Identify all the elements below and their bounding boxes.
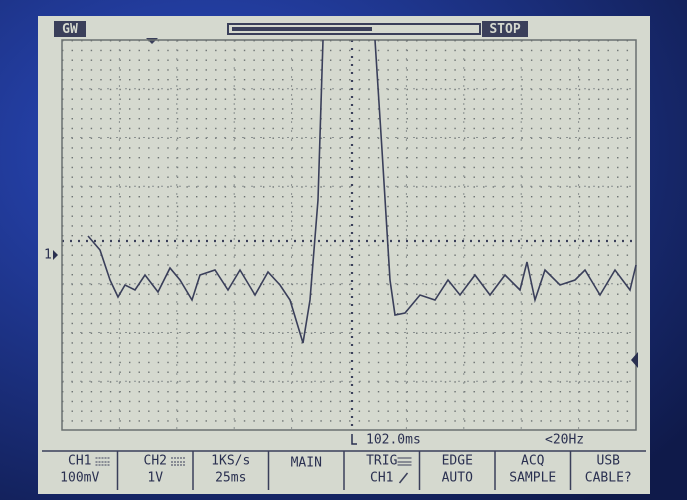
menu-top-label: ACQ	[521, 454, 545, 469]
menu-bottom-label: 1V	[147, 471, 163, 486]
graticule-dots	[62, 40, 636, 430]
menu-bottom-label: CABLE?	[585, 471, 632, 486]
trigger-time: 102.0ms	[366, 433, 421, 448]
trigger-frequency: <20Hz	[545, 433, 584, 448]
menu-top-label: USB	[597, 454, 621, 469]
menu-top-label: 1KS/s	[211, 454, 250, 469]
menu-top-label: MAIN	[291, 456, 322, 471]
menu-item: MAIN	[291, 456, 322, 471]
menu-top-label: EDGE	[442, 454, 473, 469]
menu-bottom-label: AUTO	[442, 471, 473, 486]
memory-window	[232, 27, 372, 31]
brand: GW	[62, 22, 78, 37]
menu-bottom-label: 100mV	[60, 471, 99, 486]
menu-bottom-label: 25ms	[215, 471, 246, 486]
menu-top-label: CH1	[68, 454, 91, 469]
menu-top-label: CH2	[144, 454, 167, 469]
menu-bottom-label: CH1	[370, 471, 393, 486]
menu-top-label: TRIG	[366, 454, 397, 469]
page: GW STOP 1 102.0ms <20Hz CH1 100mV CH2 1V 1KS…	[0, 0, 687, 500]
oscilloscope-photo: GW STOP 1 102.0ms <20Hz CH1 100mV CH2 1V 1KS…	[0, 0, 687, 500]
run-status: STOP	[489, 22, 520, 37]
menu-bottom-label: SAMPLE	[509, 471, 556, 486]
channel-marker: 1	[44, 248, 52, 263]
